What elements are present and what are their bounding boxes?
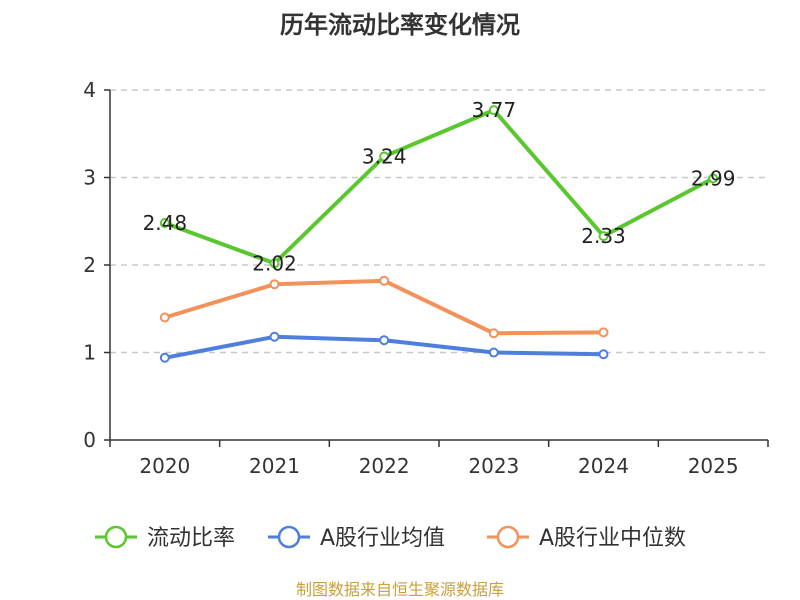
data-point-2-2020[interactable]	[159, 312, 170, 323]
legend-marker	[496, 525, 520, 549]
series-line-0	[164, 108, 715, 266]
data-point-1-2022[interactable]	[379, 335, 390, 346]
data-point-0-2023[interactable]	[488, 105, 499, 116]
y-tick-label-1: 1	[83, 341, 96, 365]
y-tick-label-4: 4	[83, 78, 96, 102]
data-point-1-2021[interactable]	[269, 331, 280, 342]
legend[interactable]: 流动比率 A股行业均值 A股行业中位数	[95, 525, 686, 551]
x-tick-label-2021: 2021	[249, 454, 300, 478]
data-point-2-2022[interactable]	[379, 275, 390, 286]
grid-lines	[110, 89, 768, 354]
legend-label: 流动比率	[147, 526, 235, 551]
data-labels: 2.48 2.02 3.24 3.77 2.33 2.99	[143, 98, 736, 275]
data-label-2023: 3.77	[472, 98, 517, 122]
legend-item-1[interactable]: A股行业均值	[268, 525, 445, 551]
y-tick-label-0: 0	[83, 428, 96, 452]
data-point-1-2023[interactable]	[488, 347, 499, 358]
data-point-1-2024[interactable]	[598, 349, 609, 360]
x-tick-label-2022: 2022	[359, 454, 410, 478]
legend-label: A股行业均值	[320, 526, 445, 551]
legend-item-0[interactable]: 流动比率	[95, 525, 235, 551]
chart-title: 历年流动比率变化情况	[280, 11, 520, 39]
axes: 0 1 2 3 4 2020 2021 2022 2023 2024 2025	[83, 78, 769, 478]
data-point-0-2020[interactable]	[159, 218, 170, 228]
legend-label: A股行业中位数	[539, 526, 686, 551]
legend-marker	[277, 525, 301, 549]
data-point-0-2021[interactable]	[269, 258, 280, 269]
series-line-2	[164, 278, 604, 336]
data-label-2022: 3.24	[362, 145, 407, 169]
y-tick-label-3: 3	[83, 166, 96, 190]
legend-item-2[interactable]: A股行业中位数	[487, 525, 686, 551]
data-point-2-2024[interactable]	[598, 327, 609, 338]
x-tick-label-2020: 2020	[139, 454, 190, 478]
y-tick-label-2: 2	[83, 253, 96, 277]
data-label-2024: 2.33	[581, 224, 626, 248]
legend-marker	[104, 525, 128, 549]
data-point-2-2021[interactable]	[269, 279, 280, 290]
data-label-2025: 2.99	[691, 166, 736, 190]
x-tick-label-2024: 2024	[578, 454, 629, 478]
data-point-0-2024[interactable]	[598, 231, 609, 242]
data-point-0-2025[interactable]	[708, 173, 719, 184]
x-tick-label-2023: 2023	[468, 454, 519, 478]
data-label-2021: 2.02	[252, 251, 297, 275]
data-label-2020: 2.48	[143, 211, 188, 235]
source-note: 制图数据来自恒生聚源数据库	[296, 580, 504, 599]
data-point-0-2022[interactable]	[379, 151, 390, 162]
data-point-2-2023[interactable]	[488, 328, 499, 339]
x-tick-label-2025: 2025	[688, 454, 739, 478]
series-group	[159, 105, 719, 363]
data-point-1-2020[interactable]	[159, 352, 170, 363]
